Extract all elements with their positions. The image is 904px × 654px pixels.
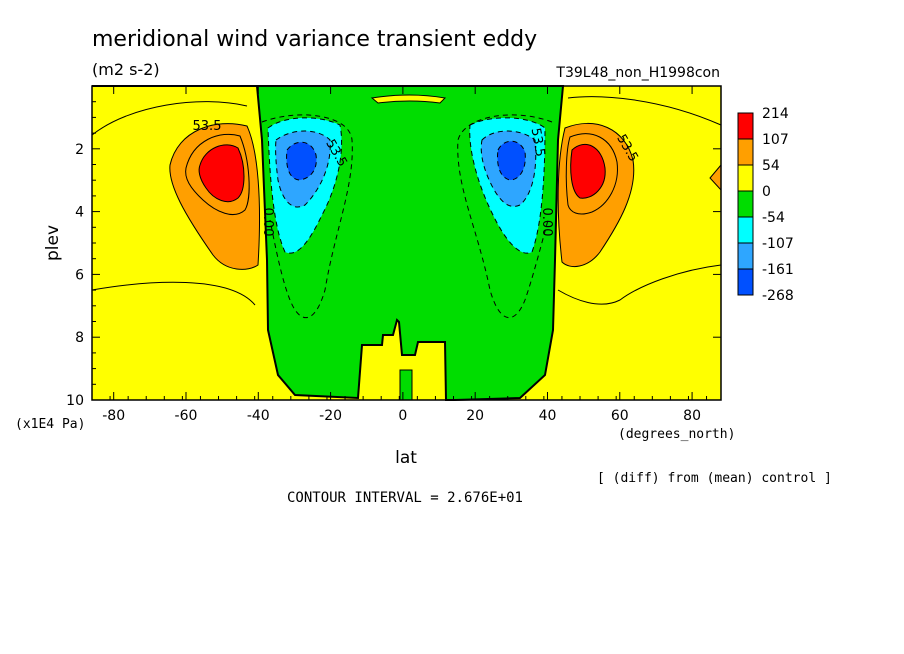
y-tick-label: 10 — [66, 393, 84, 409]
legend-level-label: -54 — [762, 210, 785, 226]
y-tick-label: 8 — [75, 330, 84, 346]
y-axis: 2 4 6 8 10 — [66, 101, 721, 409]
thin-contour-north-2 — [557, 264, 722, 305]
color-legend: 214 107 54 0 -54 -107 -161 -268 — [737, 106, 794, 304]
equatorial-green-patch — [399, 369, 413, 401]
plot-area: 53.5 53.5 53.5 53.5 0.00 0.00 — [91, 85, 722, 401]
south-lobe-214 — [198, 144, 245, 203]
legend-swatch — [737, 268, 754, 296]
legend-level-label: 107 — [762, 132, 789, 148]
legend-swatch — [737, 242, 754, 270]
x-tick-label: -60 — [175, 408, 198, 424]
legend-level-label: 54 — [762, 158, 780, 174]
legend-swatch — [737, 190, 754, 218]
zero-label-south: 0.00 — [260, 208, 275, 237]
y-axis-units: (x1E4 Pa) — [15, 417, 85, 432]
x-tick-label: 0 — [398, 408, 407, 424]
diff-note: [ (diff) from (mean) control ] — [597, 471, 832, 486]
contour-interval: CONTOUR INTERVAL = 2.676E+01 — [287, 490, 523, 506]
x-tick-label: 20 — [466, 408, 484, 424]
dashed-contour-south — [261, 114, 353, 319]
contour-label-south-pos: 53.5 — [193, 119, 222, 134]
x-tick-label: 80 — [683, 408, 701, 424]
legend-level-label: 214 — [762, 106, 789, 122]
dashed-contour-north — [457, 114, 553, 319]
contour-label-north-neg: 53.5 — [528, 127, 548, 158]
y-tick-label: 4 — [75, 205, 84, 221]
south-neg-lobe-268 — [286, 141, 317, 181]
x-axis-units: (degrees_north) — [618, 427, 735, 442]
run-label: T39L48_non_H1998con — [555, 65, 720, 81]
x-axis: -80 -60 -40 -20 0 20 40 60 80 — [91, 86, 708, 424]
north-lobe-214 — [570, 144, 606, 199]
thin-contour-north-1 — [567, 96, 722, 126]
x-tick-label: -40 — [247, 408, 270, 424]
legend-swatch — [737, 138, 754, 166]
thin-contour-south-2 — [91, 281, 256, 306]
legend-swatch — [737, 112, 754, 140]
x-axis-label: lat — [395, 448, 417, 468]
units-label: (m2 s-2) — [92, 60, 160, 79]
zero-label-north: 0.00 — [539, 208, 554, 237]
y-axis-label: plev — [43, 225, 63, 261]
y-tick-label: 2 — [75, 142, 84, 158]
legend-swatch — [737, 164, 754, 192]
legend-level-label: -107 — [762, 236, 794, 252]
legend-swatch — [737, 216, 754, 244]
x-tick-label: 40 — [539, 408, 557, 424]
chart-title: meridional wind variance transient eddy — [92, 27, 537, 52]
x-tick-label: -20 — [319, 408, 342, 424]
x-tick-label: 60 — [611, 408, 629, 424]
y-tick-label: 6 — [75, 267, 84, 283]
legend-level-label: -161 — [762, 262, 794, 278]
zero-to-neg54-region — [92, 85, 565, 401]
legend-level-label: 0 — [762, 184, 771, 200]
x-tick-label: -80 — [102, 408, 125, 424]
north-neg-lobe-268 — [497, 140, 526, 181]
top-yellow-sliver — [370, 94, 447, 104]
legend-level-label: -268 — [762, 288, 794, 304]
thin-contour-south-1 — [91, 101, 248, 136]
